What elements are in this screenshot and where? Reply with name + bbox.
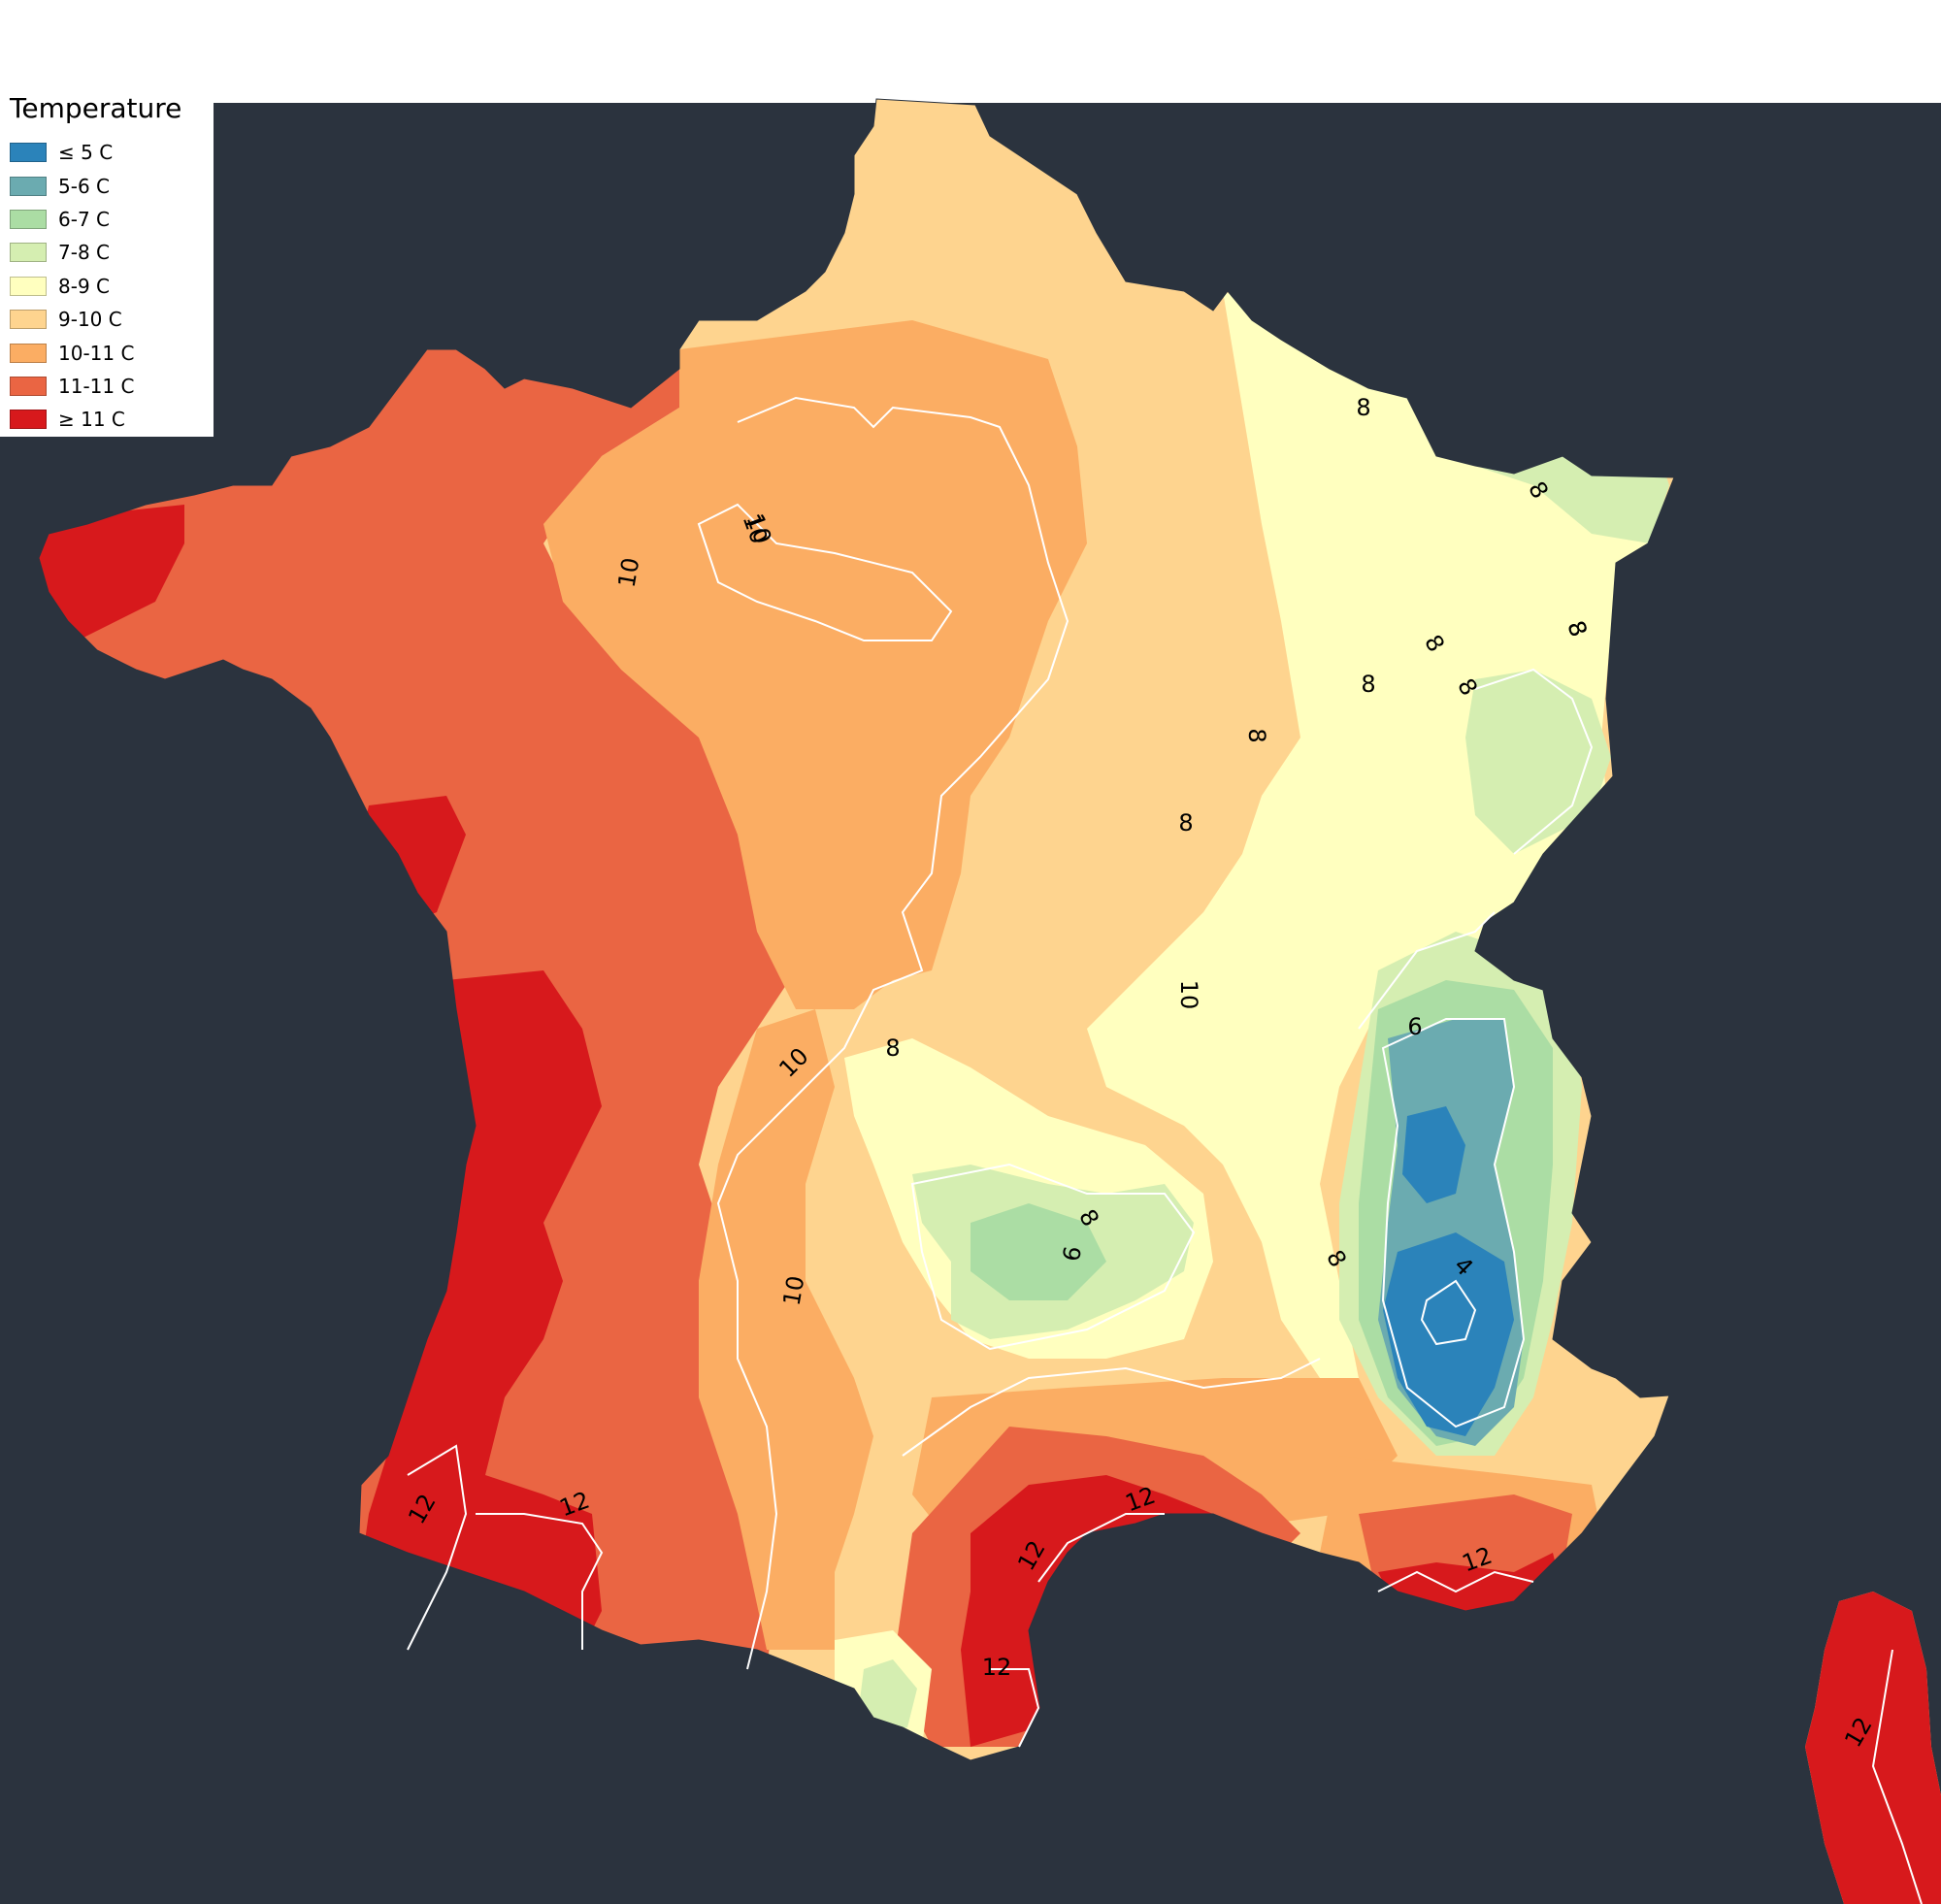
- contour-label: 8: [1361, 671, 1375, 698]
- legend-label: 11-11 C: [58, 374, 135, 398]
- zone-cold-alps-north: [1402, 1106, 1465, 1203]
- contour-8-jura: [1474, 668, 1594, 855]
- contour-label: 8: [1356, 394, 1370, 421]
- contour-label: 12: [982, 1654, 1012, 1681]
- legend-swatch: [10, 243, 47, 263]
- legend-swatch: [10, 343, 47, 363]
- contour-label: 6: [1407, 1013, 1422, 1040]
- zone-11plus-aquitaine: [349, 970, 602, 1650]
- legend-label: ≥ 11 C: [58, 408, 125, 432]
- legend-item: 11-11 C: [10, 370, 214, 403]
- contour-label: 6: [1058, 1244, 1087, 1264]
- legend-label: 6-7 C: [58, 207, 110, 231]
- legend-items: ≤ 5 C 5-6 C 6-7 C 7-8 C 8-9 C 9-10 C 10-11 C 11…: [10, 136, 214, 437]
- legend-swatch: [10, 143, 47, 163]
- contour-12-landes: [476, 1513, 604, 1650]
- legend-swatch: [10, 176, 47, 196]
- contour-label: 8: [1178, 809, 1193, 837]
- contour-8-massif: [910, 1163, 1196, 1351]
- zone-10-11-north: [543, 320, 1087, 1009]
- contour-10-loop: [697, 503, 953, 641]
- legend-swatch: [10, 376, 47, 396]
- contour-label: 10: [778, 1274, 810, 1308]
- legend-swatch: [10, 410, 47, 430]
- zone-cold-alps-south: [1383, 1232, 1514, 1436]
- legend-label: ≤ 5 C: [58, 141, 114, 165]
- contour-12-riviera: [1377, 1570, 1534, 1593]
- contour-6-alps: [1381, 1018, 1526, 1428]
- legend: Temperature ≤ 5 C 5-6 C 6-7 C 7-8 C 8-9 C 9-1…: [0, 85, 214, 437]
- contour-label: 8: [1243, 728, 1270, 742]
- zone-8-9-east: [1087, 291, 1669, 1378]
- legend-item: 9-10 C: [10, 303, 214, 336]
- legend-swatch: [10, 209, 47, 229]
- legend-label: 7-8 C: [58, 241, 110, 265]
- zone-7-8-pyrenees: [859, 1659, 917, 1732]
- contour-lines: [407, 396, 1923, 1904]
- legend-item: 8-9 C: [10, 270, 214, 303]
- contour-12-corsica: [1871, 1649, 1923, 1904]
- legend-item: ≤ 5 C: [10, 136, 214, 169]
- zone-11plus-corsica: [1795, 1592, 1941, 1904]
- contour-10-north: [716, 396, 1069, 1670]
- contour-label: 8: [885, 1034, 900, 1062]
- contour-4-alps: [1420, 1279, 1477, 1346]
- legend-item: 5-6 C: [10, 169, 214, 202]
- contour-12-sw: [407, 1444, 468, 1651]
- legend-item: ≥ 11 C: [10, 403, 214, 436]
- contour-12-roussillon: [990, 1668, 1040, 1748]
- contour-8-east: [1358, 911, 1496, 1030]
- zone-7-8-jura: [1465, 670, 1611, 854]
- legend-label: 8-9 C: [58, 274, 110, 298]
- legend-swatch: [10, 276, 47, 296]
- contour-label: 10: [1175, 980, 1202, 1010]
- legend-swatch: [10, 310, 47, 330]
- contour-12-languedoc: [1037, 1513, 1165, 1583]
- zone-10-11-south: [699, 1009, 873, 1650]
- legend-item: 7-8 C: [10, 236, 214, 269]
- legend-label: 10-11 C: [58, 341, 135, 365]
- contour-10-south: [902, 1358, 1321, 1457]
- legend-title: Temperature: [10, 92, 182, 124]
- legend-label: 5-6 C: [58, 174, 110, 198]
- legend-label: 9-10 C: [58, 308, 122, 332]
- legend-item: 10-11 C: [10, 336, 214, 369]
- contour-label: 10: [613, 556, 645, 590]
- zone-6-7-massif: [970, 1203, 1106, 1300]
- legend-item: 6-7 C: [10, 203, 214, 236]
